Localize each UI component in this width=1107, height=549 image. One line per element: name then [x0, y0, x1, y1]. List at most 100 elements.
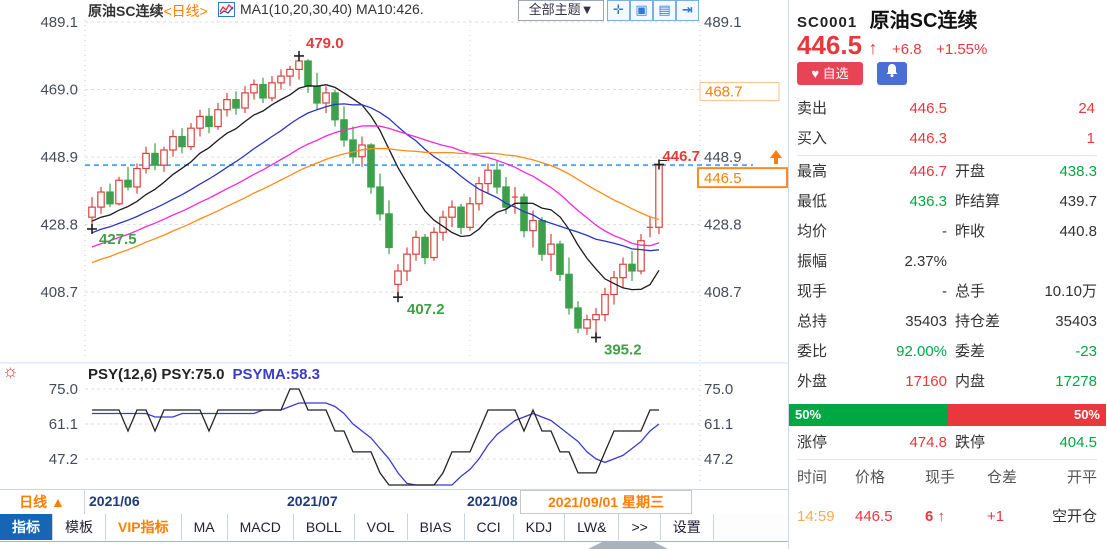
- heart-icon: ♥: [811, 66, 820, 81]
- quote-label: 总持: [797, 313, 828, 330]
- ma-settings-label: MA1(10,20,30,40) MA10:426.: [240, 1, 424, 17]
- quote-label: 均价: [797, 223, 828, 240]
- quote-label: 最高: [797, 163, 828, 180]
- tab-设置[interactable]: 设置: [660, 514, 714, 540]
- tab-指标[interactable]: 指标: [0, 514, 53, 540]
- tab-VIP指标[interactable]: VIP指标: [106, 514, 182, 540]
- period-selector[interactable]: 日线 ▲: [0, 490, 85, 515]
- svg-text:428.8: 428.8: [704, 217, 742, 234]
- svg-text:395.2: 395.2: [604, 341, 642, 358]
- tape-col-开平: 开平: [1066, 469, 1097, 486]
- quote-row-卖出: 卖出 446.5 24: [797, 94, 1097, 124]
- chart-symbol-label: 原油SC连续: [88, 3, 164, 19]
- quote-label: 昨收: [955, 223, 986, 240]
- quote-value: 440.8: [1059, 223, 1097, 240]
- limit-down-label: 跌停: [955, 434, 986, 451]
- limit-up-label: 涨停: [797, 434, 828, 451]
- tab->>[interactable]: >>: [619, 514, 661, 540]
- quote-label: [947, 247, 1025, 277]
- tape-row: 14:59 446.5 6 ↑ +1 空开仓: [797, 508, 1097, 525]
- quote-label: 振幅: [797, 253, 828, 270]
- tab-KDJ[interactable]: KDJ: [513, 514, 566, 540]
- quote-label: 持仓差: [955, 313, 1001, 330]
- tab-模板[interactable]: 模板: [53, 514, 106, 540]
- main-chart[interactable]: 489.1489.1469.0469.0448.9448.9428.8428.8…: [0, 0, 788, 489]
- svg-text:489.1: 489.1: [40, 14, 78, 31]
- svg-text:479.0: 479.0: [306, 35, 344, 52]
- quote-value: 436.3: [909, 193, 947, 210]
- quote-label: 现手: [797, 283, 828, 300]
- tab-BOLL[interactable]: BOLL: [293, 514, 355, 540]
- svg-text:448.9: 448.9: [704, 149, 742, 166]
- quote-value: 10.10万: [1044, 283, 1097, 300]
- indicator-settings-icon[interactable]: ☼: [2, 361, 19, 381]
- quote-label: 最低: [797, 193, 828, 210]
- svg-text:47.2: 47.2: [704, 451, 733, 468]
- quote-value: 438.3: [1059, 163, 1097, 180]
- symbol-name: 原油SC连续: [869, 10, 978, 32]
- chart-period-link[interactable]: <日线>: [163, 3, 208, 19]
- svg-text:428.8: 428.8: [40, 217, 78, 234]
- current-date-label: 2021/09/01 星期三: [520, 490, 692, 514]
- quote-value: 17278: [1055, 373, 1097, 390]
- quote-row-外盘: 外盘 17160 内盘 17278: [797, 367, 1097, 397]
- indicator-tab-bar: 指标 模板 VIP指标 MA MACD BOLL VOL BIAS CCI KDJ LW& >> 设置: [0, 514, 788, 542]
- quote-value: [1025, 247, 1097, 277]
- tab-LW&[interactable]: LW&: [565, 514, 620, 540]
- add-watchlist-button[interactable]: ♥ 自选: [797, 62, 863, 85]
- sell-ratio: 50%: [947, 404, 1106, 426]
- quote-row-买入: 买入 446.3 1: [797, 124, 1097, 154]
- tab-CCI[interactable]: CCI: [464, 514, 514, 540]
- tab-MA[interactable]: MA: [181, 514, 228, 540]
- quote-value: 439.7: [1059, 193, 1097, 210]
- x-axis-row: 日线 ▲ 2021/06 2021/07 2021/08 2021/09/01 星期…: [0, 489, 788, 515]
- line-chart-icon[interactable]: [218, 2, 235, 17]
- quote-row-总持: 总持 35403 持仓差 35403: [797, 307, 1097, 337]
- svg-text:61.1: 61.1: [49, 416, 78, 433]
- quote-value: 1: [1086, 130, 1095, 147]
- svg-text:468.7: 468.7: [705, 84, 743, 101]
- quote-label: 昨结算: [955, 193, 1001, 210]
- quote-value: -23: [1075, 343, 1097, 360]
- price-up-arrow-icon: ↑: [868, 38, 878, 58]
- zoom-in-region-icon[interactable]: ▣: [630, 0, 653, 21]
- price-alert-button[interactable]: [877, 62, 907, 85]
- quote-value: 35403: [1055, 313, 1097, 330]
- svg-text:47.2: 47.2: [49, 451, 78, 468]
- price-change: +6.8: [891, 41, 922, 58]
- theme-dropdown-button[interactable]: 全部主题▼: [518, 0, 604, 21]
- limit-price-row: 涨停 474.8 跌停 404.5: [797, 428, 1097, 458]
- svg-text:448.9: 448.9: [40, 149, 78, 166]
- svg-text:75.0: 75.0: [704, 381, 733, 398]
- panel-drag-handle[interactable]: [588, 542, 668, 549]
- quote-value: -: [942, 283, 947, 300]
- quote-row-最高: 最高 446.7 开盘 438.3: [797, 157, 1097, 187]
- quote-value: 2.37%: [904, 253, 947, 270]
- quote-label: 总手: [955, 283, 986, 300]
- shift-right-icon[interactable]: ⇥: [676, 0, 699, 21]
- quote-label: [947, 124, 1025, 154]
- crosshair-icon[interactable]: ✛: [607, 0, 630, 21]
- zoom-out-region-icon[interactable]: ▤: [653, 0, 676, 21]
- chart-header: 原油SC连续<日线> MA1(10,20,30,40) MA10:426. 全部…: [0, 0, 788, 21]
- symbol-code: SC0001: [797, 14, 858, 31]
- quote-label: 外盘: [797, 373, 828, 390]
- divider: [797, 155, 1097, 156]
- quote-value: -: [942, 223, 947, 240]
- quote-row-现手: 现手 - 总手 10.10万: [797, 277, 1097, 307]
- tab-MACD[interactable]: MACD: [227, 514, 294, 540]
- tab-VOL[interactable]: VOL: [354, 514, 408, 540]
- quote-row-最低: 最低 436.3 昨结算 439.7: [797, 187, 1097, 217]
- chart-title: 原油SC连续<日线>: [88, 1, 208, 21]
- watch-label: 自选: [822, 66, 849, 81]
- tape-header: 时间 价格 现手 仓差 开平: [797, 463, 1097, 493]
- psy-indicator-header: PSY(12,6) PSY:75.0 PSYMA:58.3: [88, 366, 320, 383]
- psyma-value-label: PSYMA:58.3: [232, 366, 321, 383]
- tab-BIAS[interactable]: BIAS: [407, 514, 465, 540]
- quote-head: SC0001 原油SC连续: [797, 4, 977, 33]
- last-price: 446.5: [797, 30, 863, 60]
- buy-ratio: 50%: [789, 404, 948, 426]
- limit-down-value: 404.5: [1059, 434, 1097, 451]
- quote-label: [947, 94, 1025, 124]
- date-label-2021/06: 2021/06: [89, 493, 140, 509]
